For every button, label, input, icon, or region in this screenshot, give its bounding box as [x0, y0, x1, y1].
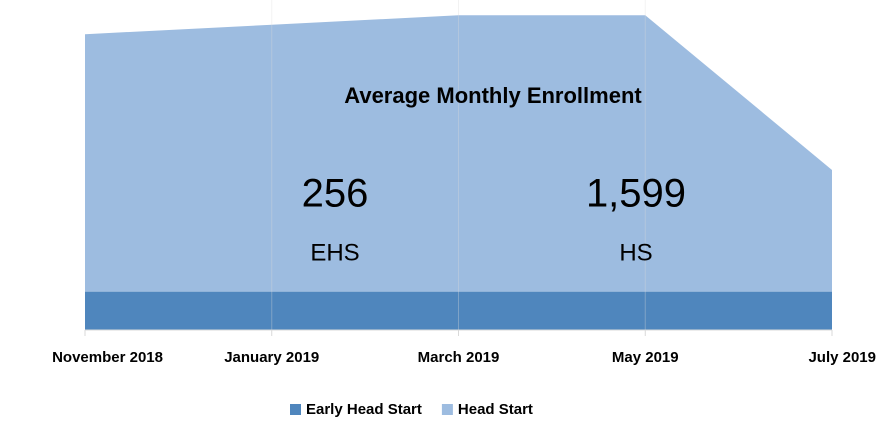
x-tick-label: May 2019	[612, 349, 679, 366]
annotation-number: 1,599	[586, 172, 686, 216]
plot-area: November 2018 January 2019 March 2019 May 2…	[52, 0, 876, 418]
legend-swatch	[441, 404, 453, 415]
x-tick-label: March 2019	[418, 349, 500, 366]
area	[85, 291, 832, 330]
annotation-title: Average Monthly Enrollment	[344, 83, 642, 108]
legend-label: Early Head Start	[306, 401, 422, 418]
annotation-label: EHS	[310, 239, 359, 266]
legend-label: Head Start	[458, 401, 533, 418]
area	[85, 15, 832, 292]
x-tick-label: January 2019	[224, 349, 319, 366]
x-tick-label: July 2019	[808, 349, 876, 366]
annotation-label: HS	[619, 239, 652, 266]
legend-swatch	[290, 404, 301, 415]
annotation-number: 256	[302, 172, 369, 216]
annotations: Average Monthly Enrollment 256 EHS 1,599…	[302, 83, 686, 267]
x-tick-label: November 2018	[52, 349, 163, 366]
